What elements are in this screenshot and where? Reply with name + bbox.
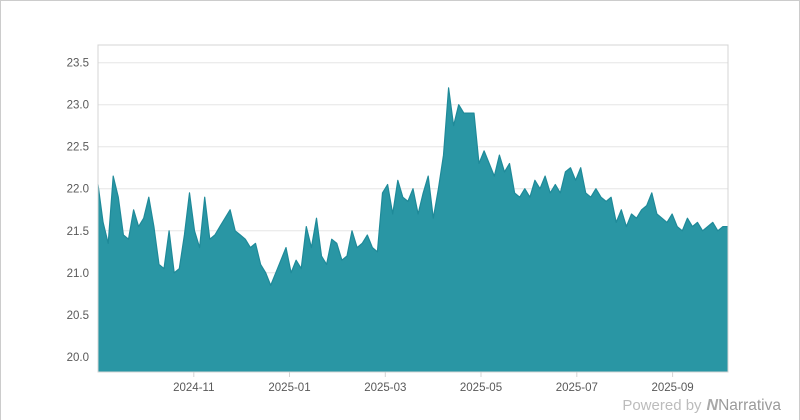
x-axis-label: 2025-01 xyxy=(268,382,310,393)
y-axis-label: 23.5 xyxy=(67,58,89,70)
narrativa-logo: N Narrativa xyxy=(707,398,781,414)
y-axis-label: 22.0 xyxy=(67,184,89,196)
y-axis-label: 20.0 xyxy=(67,352,89,364)
y-axis-label: 20.5 xyxy=(67,310,89,322)
y-axis-label: 21.0 xyxy=(67,268,89,280)
x-axis-label: 2025-09 xyxy=(651,382,693,393)
narrativa-wordmark: Narrativa xyxy=(718,397,781,414)
narrativa-n-icon: N xyxy=(706,397,719,414)
area-series-fill xyxy=(98,87,728,373)
price-area-chart: 20.0 20.5 21.0 21.5 22.0 22.5 23.0 23.5 2024-11 2… xyxy=(67,44,729,394)
chart-area: 20.0 20.5 21.0 21.5 22.0 22.5 23.0 23.5 2024-11 2… xyxy=(1,1,799,398)
y-axis-label: 23.0 xyxy=(67,100,89,112)
y-axis-label: 22.5 xyxy=(67,142,89,154)
x-axis-label: 2024-11 xyxy=(173,382,214,393)
plot-border xyxy=(97,44,729,373)
area-series-line xyxy=(97,87,728,286)
x-axis-label: 2025-07 xyxy=(556,382,598,393)
x-axis-label: 2025-05 xyxy=(460,382,502,393)
y-axis-label: 21.5 xyxy=(67,226,89,238)
powered-by-label: Powered by xyxy=(622,397,702,414)
footer-branding: Powered by N Narrativa xyxy=(622,398,781,414)
x-axis-label: 2025-03 xyxy=(364,382,406,393)
